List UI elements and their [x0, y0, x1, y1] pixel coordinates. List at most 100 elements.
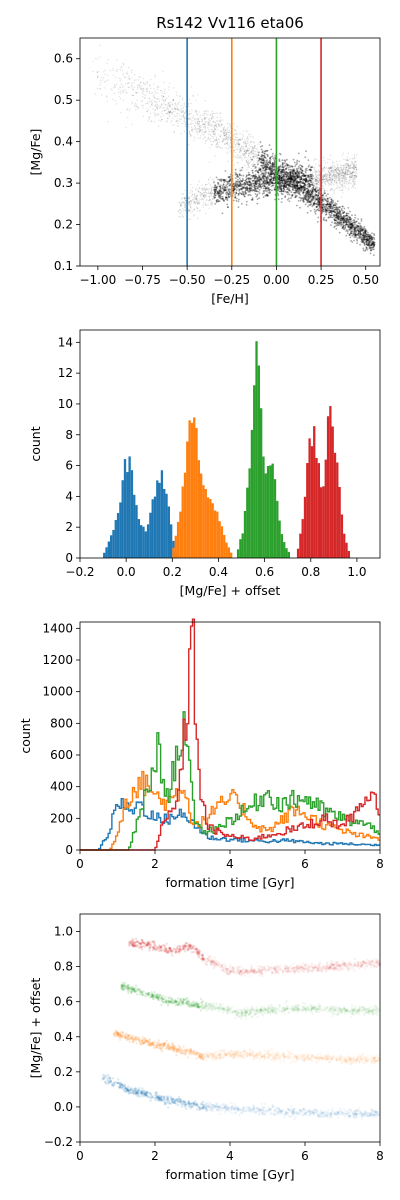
histogram-bar [260, 408, 263, 558]
data-point [247, 138, 249, 141]
data-point [215, 201, 218, 203]
data-point [169, 110, 171, 113]
data-point [225, 193, 228, 196]
data-point [342, 215, 345, 218]
data-point [325, 205, 328, 208]
data-point [222, 139, 224, 142]
data-point [162, 100, 165, 103]
data-point [196, 130, 199, 132]
data-point [360, 240, 363, 243]
data-point [337, 177, 339, 179]
data-point [223, 200, 226, 202]
data-point [282, 176, 284, 178]
data-point [102, 77, 105, 79]
data-point [367, 244, 370, 246]
data-point [182, 99, 184, 101]
data-point [266, 154, 269, 157]
data-point [205, 130, 207, 133]
data-point [203, 131, 205, 134]
data-point [292, 189, 295, 192]
data-point [274, 160, 276, 162]
data-point [203, 118, 205, 120]
data-point [217, 182, 220, 184]
data-point [281, 159, 284, 162]
data-point [354, 184, 356, 186]
data-point [249, 159, 252, 161]
data-point [163, 81, 165, 84]
histogram-bar [331, 426, 334, 558]
data-point [280, 179, 283, 182]
histogram-bar [160, 470, 164, 558]
data-point [343, 173, 346, 175]
data-point [351, 176, 353, 179]
data-point [317, 203, 320, 206]
data-point [148, 100, 150, 103]
data-point [219, 119, 221, 122]
data-point [370, 244, 373, 247]
data-point [240, 147, 242, 150]
data-point [292, 185, 294, 188]
data-point [204, 126, 206, 129]
data-point [340, 223, 342, 226]
data-point [309, 195, 312, 198]
data-point [301, 179, 304, 181]
data-point [103, 71, 105, 73]
data-point [216, 146, 218, 149]
data-point [237, 176, 240, 178]
data-point [154, 113, 156, 115]
histogram-bar [322, 486, 325, 558]
data-point [329, 166, 332, 169]
data-point [314, 180, 316, 183]
data-point [253, 157, 255, 159]
data-point [205, 110, 207, 112]
data-point [289, 173, 292, 176]
data-point [353, 165, 355, 167]
data-point [258, 176, 261, 179]
data-point [270, 172, 272, 174]
data-point [131, 77, 133, 79]
data-point [309, 180, 311, 182]
data-point [351, 228, 354, 230]
data-point [217, 178, 220, 181]
data-point [350, 174, 352, 177]
data-point [197, 114, 199, 116]
data-point [273, 166, 276, 169]
y-tick-label: 0.4 [54, 135, 73, 149]
data-point [352, 226, 355, 229]
data-point [161, 92, 163, 94]
data-point [292, 180, 295, 182]
data-point [211, 198, 214, 200]
data-point [336, 214, 339, 217]
data-point [298, 173, 301, 175]
data-point [154, 109, 157, 111]
data-point [188, 118, 190, 120]
data-point [221, 187, 224, 190]
data-point [136, 99, 138, 102]
data-point [311, 195, 314, 198]
data-point [343, 221, 345, 224]
data-point [139, 87, 141, 89]
data-point [335, 187, 338, 189]
data-point [333, 204, 335, 207]
data-point [315, 206, 318, 208]
data-point [337, 174, 339, 176]
data-point [364, 235, 367, 237]
data-point [171, 113, 173, 115]
data-point [349, 225, 352, 228]
data-point [187, 105, 190, 108]
data-point [277, 181, 280, 184]
data-point [361, 230, 364, 233]
data-point [240, 169, 243, 172]
data-point [225, 136, 227, 139]
data-point [329, 224, 332, 227]
data-point [214, 132, 217, 134]
data-point [328, 203, 331, 206]
data-point [337, 179, 339, 181]
data-point [206, 183, 208, 185]
data-point [256, 160, 258, 162]
data-point [302, 198, 305, 201]
data-point [141, 104, 143, 107]
data-point [307, 174, 310, 177]
data-point [154, 101, 157, 103]
data-point [248, 154, 250, 156]
